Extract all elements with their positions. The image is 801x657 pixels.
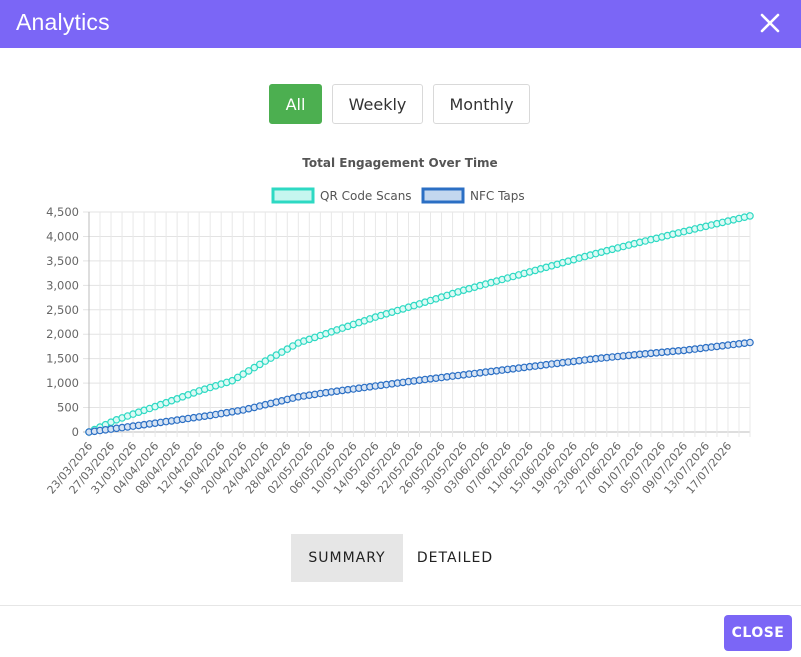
tab-detailed[interactable]: DETAILED [416, 550, 494, 566]
series-qr-point [228, 376, 237, 385]
y-tick-label: 2,500 [46, 303, 79, 317]
series-qr-point [250, 363, 259, 372]
footer-divider [0, 605, 801, 606]
series-qr-point [244, 367, 253, 375]
dialog-header: Analytics [0, 0, 801, 48]
dialog-title: Analytics [16, 9, 110, 35]
y-tick-label: 2,000 [46, 327, 79, 341]
filter-monthly-button[interactable]: Monthly [433, 84, 530, 124]
legend-qr-label: QR Code Scans [320, 189, 412, 203]
y-tick-label: 3,500 [46, 254, 79, 268]
legend-qr-swatch [271, 187, 315, 204]
tab-summary[interactable]: SUMMARY [291, 534, 403, 582]
y-tick-label: 1,500 [46, 352, 79, 366]
y-tick-label: 3,000 [46, 278, 79, 292]
series-qr-point [746, 212, 754, 220]
y-tick-label: 500 [57, 401, 79, 415]
legend-nfc-swatch [421, 187, 465, 204]
filter-weekly-button[interactable]: Weekly [332, 84, 423, 124]
engagement-chart-container: Total Engagement Over Time QR Code Scans N… [0, 148, 801, 518]
chart-title: Total Engagement Over Time [302, 156, 497, 170]
filter-all-button[interactable]: All [269, 84, 322, 124]
close-button[interactable]: CLOSE [724, 615, 792, 651]
y-tick-label: 0 [72, 425, 79, 439]
time-filter-group: All Weekly Monthly [0, 84, 801, 126]
series-qr-point [283, 345, 292, 353]
series-qr-point [255, 360, 264, 369]
engagement-chart: Total Engagement Over Time QR Code Scans N… [45, 156, 754, 497]
y-tick-label: 1,000 [46, 376, 79, 390]
series-qr-point [233, 373, 242, 382]
series-qr-point [239, 370, 248, 378]
legend-nfc-label: NFC Taps [470, 189, 525, 203]
y-tick-label: 4,000 [46, 229, 79, 243]
y-tick-label: 4,500 [46, 205, 79, 219]
series-nfc-point [746, 338, 754, 347]
close-icon[interactable] [755, 8, 785, 38]
view-tabs: SUMMARY DETAILED [291, 534, 507, 582]
